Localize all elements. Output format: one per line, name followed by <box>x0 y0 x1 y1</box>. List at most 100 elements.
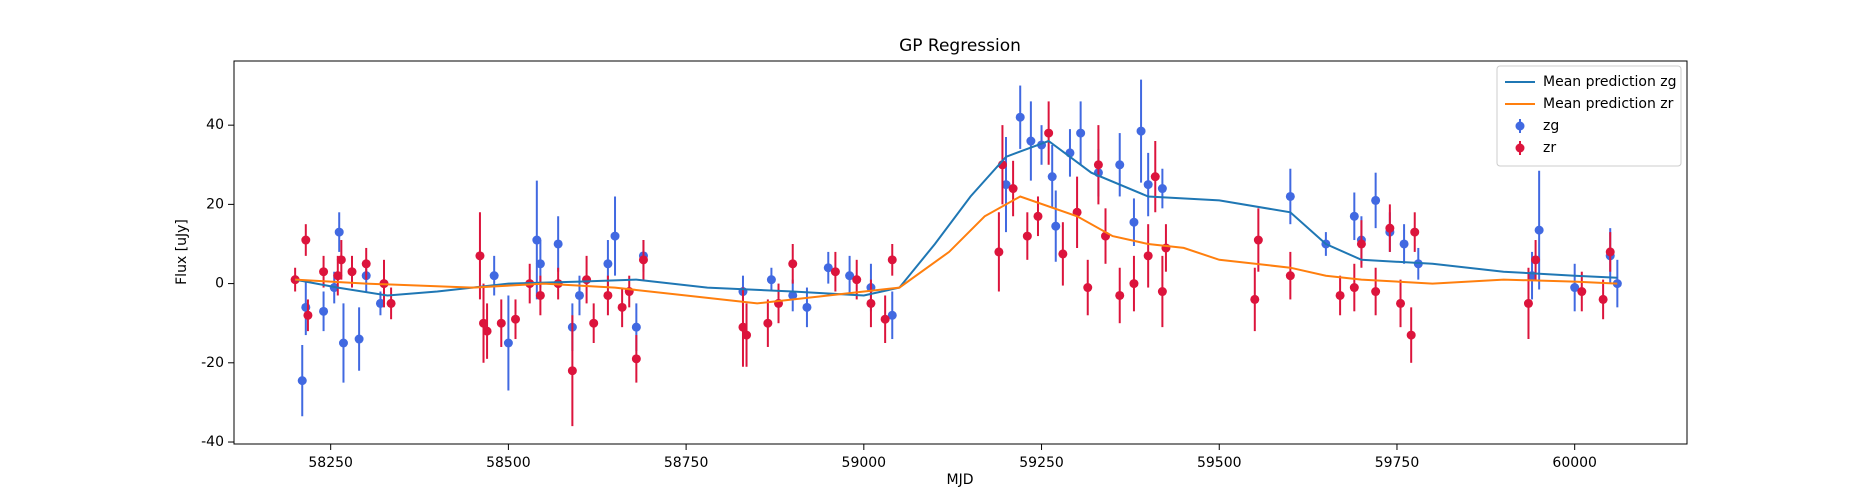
point <box>763 318 773 328</box>
x-tick-label: 59250 <box>1019 455 1064 471</box>
point <box>1570 283 1580 293</box>
point <box>631 322 641 332</box>
point <box>1349 211 1359 221</box>
point <box>631 354 641 364</box>
point <box>1033 211 1043 221</box>
point <box>1399 239 1409 249</box>
legend-box <box>1496 65 1682 167</box>
point <box>1410 227 1420 237</box>
point <box>994 247 1004 257</box>
point <box>852 275 862 285</box>
point <box>738 322 748 332</box>
point <box>336 255 346 265</box>
point <box>1250 294 1260 304</box>
point <box>386 298 396 308</box>
point <box>301 302 311 312</box>
point <box>338 338 348 348</box>
point <box>1371 287 1381 297</box>
point <box>880 314 890 324</box>
point <box>535 259 545 269</box>
point <box>479 318 489 328</box>
y-tick-label: 40 <box>206 117 224 133</box>
point <box>303 310 313 320</box>
point <box>1093 160 1103 170</box>
point <box>1008 184 1018 194</box>
point <box>1523 298 1533 308</box>
x-tick-label: 58750 <box>664 455 709 471</box>
point <box>742 330 752 340</box>
point <box>1001 180 1011 190</box>
point <box>887 310 897 320</box>
point <box>788 259 798 269</box>
point <box>354 334 364 344</box>
point <box>1396 298 1406 308</box>
point <box>1026 136 1036 146</box>
point <box>788 290 798 300</box>
legend-swatch <box>1515 143 1525 153</box>
point <box>319 306 329 316</box>
point <box>1605 247 1615 257</box>
point <box>845 271 855 281</box>
legend-label: Mean prediction zg <box>1543 74 1677 90</box>
point <box>1531 255 1541 265</box>
mean-line <box>294 139 1618 297</box>
point <box>1157 287 1167 297</box>
point <box>574 290 584 300</box>
point <box>297 376 307 386</box>
point <box>610 231 620 241</box>
point <box>1612 279 1622 289</box>
point <box>1051 221 1061 231</box>
y-tick-label: -40 <box>201 434 224 450</box>
point <box>1598 294 1608 304</box>
point <box>1115 290 1125 300</box>
x-tick-label: 59750 <box>1375 455 1420 471</box>
point <box>823 263 833 273</box>
chart-title: GP Regression <box>899 36 1021 56</box>
point <box>1047 172 1057 182</box>
point <box>532 235 542 245</box>
point <box>603 259 613 269</box>
point <box>1577 287 1587 297</box>
point <box>535 290 545 300</box>
point <box>1253 235 1263 245</box>
point <box>1044 128 1054 138</box>
point <box>1136 126 1146 136</box>
point <box>1335 290 1345 300</box>
point <box>1534 225 1544 235</box>
point <box>361 259 371 269</box>
point <box>1371 195 1381 205</box>
point <box>830 267 840 277</box>
point <box>375 298 385 308</box>
x-tick-label: 58500 <box>486 455 531 471</box>
legend-label: zr <box>1543 140 1556 156</box>
point <box>802 302 812 312</box>
point <box>482 326 492 336</box>
y-tick-label: 0 <box>215 276 224 292</box>
point <box>766 275 776 285</box>
legend-label: zg <box>1543 118 1559 134</box>
y-tick-label: -20 <box>201 355 224 371</box>
point <box>496 318 506 328</box>
point <box>489 271 499 281</box>
axes-frame <box>233 60 1688 445</box>
point <box>1385 223 1395 233</box>
x-tick-label: 60000 <box>1552 455 1597 471</box>
point <box>1406 330 1416 340</box>
point <box>567 366 577 376</box>
point <box>334 227 344 237</box>
point <box>1083 283 1093 293</box>
point <box>333 271 343 281</box>
point <box>1076 128 1086 138</box>
point <box>475 251 485 261</box>
point <box>1129 217 1139 227</box>
point <box>319 267 329 277</box>
point <box>553 239 563 249</box>
y-axis-label: Flux [uJy] <box>174 219 190 285</box>
point <box>603 290 613 300</box>
point <box>589 318 599 328</box>
mean-line <box>295 195 1618 305</box>
point <box>1143 180 1153 190</box>
legend-label: Mean prediction zr <box>1543 96 1674 112</box>
point <box>1115 160 1125 170</box>
